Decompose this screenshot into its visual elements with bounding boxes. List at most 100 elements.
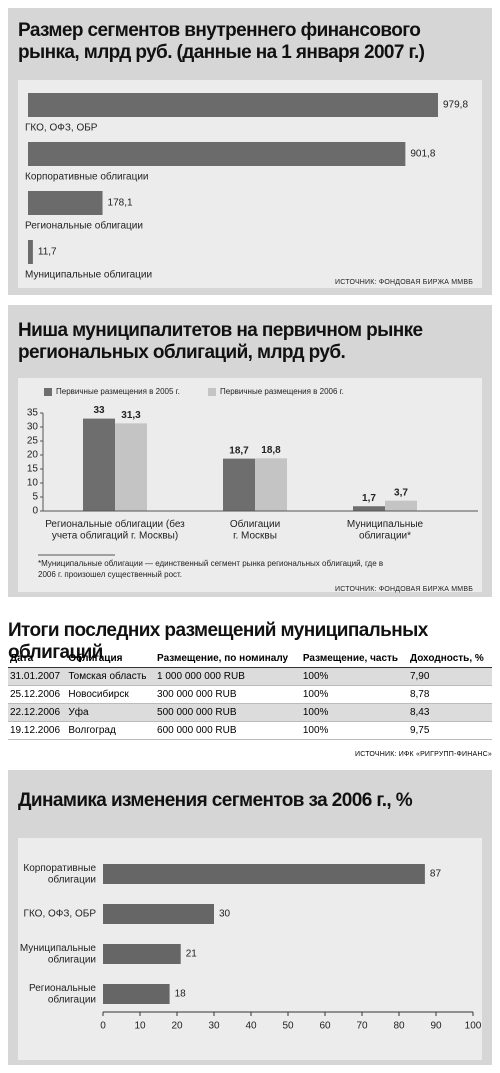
x-tick-label: 30 bbox=[208, 1021, 220, 1032]
x-tick-label: 10 bbox=[134, 1021, 146, 1032]
table-cell: 100% bbox=[300, 703, 408, 722]
category-label: Корпоративные облигации bbox=[25, 171, 149, 183]
value-label: 18,7 bbox=[229, 445, 249, 456]
bar bbox=[28, 142, 406, 166]
table: Дата Облигация Размещение, по номиналу Разм… bbox=[8, 650, 492, 740]
column-header: Дата bbox=[8, 650, 67, 668]
x-tick-label: 50 bbox=[282, 1021, 294, 1032]
table-cell: 8,78 bbox=[407, 685, 492, 704]
table-cell: Волгоград bbox=[66, 721, 156, 740]
x-tick-label: 0 bbox=[100, 1021, 106, 1032]
bar bbox=[28, 191, 103, 215]
bar bbox=[83, 418, 115, 511]
category-label: Региональные облигации bbox=[25, 220, 143, 232]
y-tick-label: 0 bbox=[32, 506, 38, 517]
category-label: Муниципальные облигации bbox=[20, 943, 97, 966]
y-tick-label: 15 bbox=[27, 464, 39, 475]
footnote: *Муниципальные облигации — единственный … bbox=[38, 559, 384, 579]
source: ИСТОЧНИК: ФОНДОВАЯ БИРЖА ММВБ bbox=[335, 279, 473, 286]
category-label: Корпоративные облигации bbox=[23, 863, 96, 886]
x-tick-label: 40 bbox=[245, 1021, 257, 1032]
bar bbox=[255, 458, 287, 511]
category-label: Облигации г. Москвы bbox=[230, 518, 280, 542]
x-tick-label: 90 bbox=[430, 1021, 442, 1032]
header-row: Дата Облигация Размещение, по номиналу Разм… bbox=[8, 650, 492, 668]
x-tick-label: 20 bbox=[171, 1021, 183, 1032]
value-label: 87 bbox=[430, 869, 442, 880]
chart-title: Ниша муниципалитетов на первичном рынке … bbox=[18, 320, 423, 363]
category-label: Региональные облигации bbox=[29, 983, 96, 1006]
table-cell: Томская область bbox=[66, 667, 156, 686]
table-cell: 22.12.2006 bbox=[8, 703, 67, 722]
y-tick-label: 35 bbox=[27, 408, 39, 419]
value-label: 18 bbox=[175, 989, 187, 1000]
bar bbox=[28, 93, 438, 117]
table-cell: 100% bbox=[300, 685, 408, 704]
table-cell: Новосибирск bbox=[66, 685, 156, 704]
value-label: 30 bbox=[219, 909, 231, 920]
note-box: *Муниципальные облигации — единственный … bbox=[38, 559, 384, 579]
y-tick-label: 30 bbox=[27, 422, 39, 433]
column-header: Облигация bbox=[66, 650, 156, 668]
bar bbox=[103, 904, 214, 924]
table-cell: 500 000 000 RUB bbox=[155, 703, 301, 722]
category-label: Региональные облигации (без учета облигац… bbox=[45, 518, 185, 542]
value-label: 3,7 bbox=[394, 487, 408, 498]
table-cell: 31.01.2007 bbox=[8, 667, 67, 686]
category-label: Муниципальные облигации* bbox=[347, 519, 424, 542]
table-row: 25.12.2006 Новосибирск 300 000 000 RUB 100%… bbox=[8, 685, 492, 704]
value-label: 33 bbox=[93, 405, 105, 416]
bar bbox=[28, 240, 33, 264]
column-header: Размещение, по номиналу bbox=[155, 650, 301, 668]
value-label: 1,7 bbox=[362, 493, 376, 504]
column-header: Доходность, % bbox=[407, 650, 492, 668]
y-tick-label: 5 bbox=[32, 492, 38, 503]
table-cell: 9,75 bbox=[407, 721, 492, 740]
legend-swatch bbox=[44, 388, 52, 396]
column-header: Размещение, часть bbox=[300, 650, 408, 668]
table-cell: 7,90 bbox=[407, 667, 492, 686]
legend-label: Первичные размещения в 2006 г. bbox=[220, 387, 344, 396]
source: ИСТОЧНИК: ФОНДОВАЯ БИРЖА ММВБ bbox=[335, 586, 473, 593]
table-cell: 19.12.2006 bbox=[8, 721, 67, 740]
value-label: 31,3 bbox=[121, 410, 141, 421]
bar bbox=[385, 500, 417, 511]
category-label: Муниципальные облигации bbox=[25, 269, 152, 281]
x-tick-label: 70 bbox=[356, 1021, 368, 1032]
table-cell: 8,43 bbox=[407, 703, 492, 722]
table-row: 31.01.2007 Томская область 1 000 000 000 R… bbox=[8, 667, 492, 686]
bar bbox=[103, 864, 425, 884]
x-tick-label: 80 bbox=[393, 1021, 405, 1032]
value-label: 21 bbox=[186, 949, 198, 960]
bar bbox=[115, 423, 147, 511]
chart: 87 Корпоративные облигации 30 ГКО, ОФЗ, ОБР 2… bbox=[20, 863, 482, 1032]
table-row: 22.12.2006 Уфа 500 000 000 RUB 100% 8,43 bbox=[8, 703, 492, 722]
table-cell: 100% bbox=[300, 667, 408, 686]
chart: Первичные размещения в 2005 г. Первичные … bbox=[27, 387, 478, 593]
table-row: 19.12.2006 Волгоград 600 000 000 RUB 100% 9,… bbox=[8, 721, 492, 740]
x-tick-label: 60 bbox=[319, 1021, 331, 1032]
category-label: ГКО, ОФЗ, ОБР bbox=[25, 123, 98, 134]
chart-title: Динамика изменения сегментов за 2006 г.,… bbox=[18, 790, 413, 811]
bar bbox=[103, 944, 181, 964]
bar bbox=[353, 506, 385, 511]
y-tick-label: 20 bbox=[27, 450, 39, 461]
legend-swatch bbox=[208, 388, 216, 396]
x-tick-label: 100 bbox=[465, 1021, 482, 1032]
value-label: 178,1 bbox=[108, 198, 133, 209]
value-label: 979,8 bbox=[443, 100, 468, 111]
bar bbox=[223, 458, 255, 511]
table-cell: 100% bbox=[300, 721, 408, 740]
chart: 979,8 ГКО, ОФЗ, ОБР 901,8 Корпоративные обл… bbox=[25, 93, 473, 286]
value-label: 18,8 bbox=[261, 445, 281, 456]
table-cell: 300 000 000 RUB bbox=[155, 685, 301, 704]
bar bbox=[103, 984, 170, 1004]
category-label: ГКО, ОФЗ, ОБР bbox=[24, 909, 97, 920]
table-cell: 25.12.2006 bbox=[8, 685, 67, 704]
y-tick-label: 25 bbox=[27, 436, 39, 447]
value-label: 901,8 bbox=[410, 149, 435, 160]
y-tick-label: 10 bbox=[27, 478, 39, 489]
table-cell: 600 000 000 RUB bbox=[155, 721, 301, 740]
source: ИСТОЧНИК: ИФК «РИГРУПП-ФИНАНС» bbox=[354, 751, 492, 758]
